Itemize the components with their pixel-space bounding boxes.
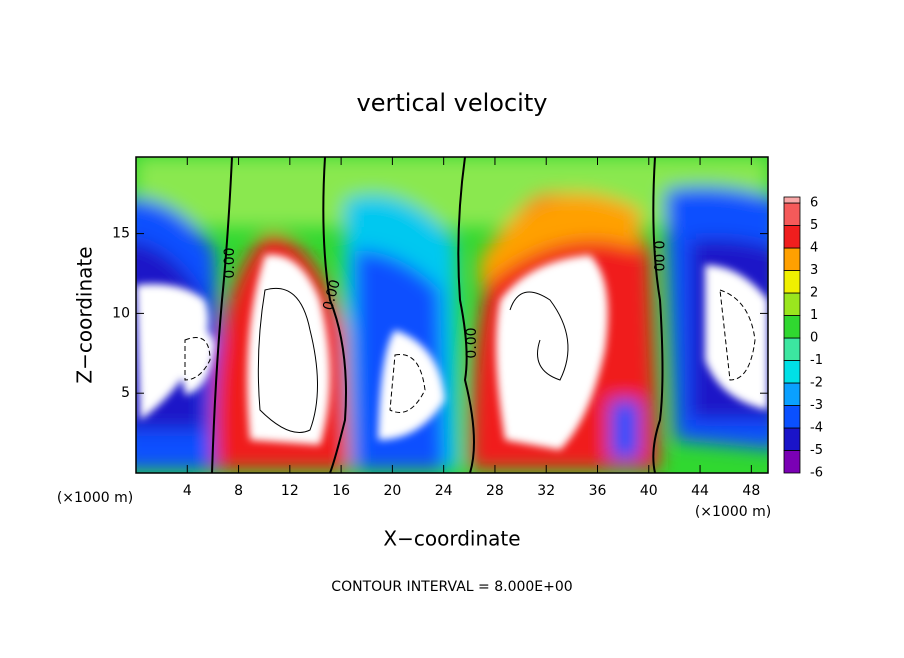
y-axis-label: Z−coordinate <box>73 246 97 383</box>
colorbar-box <box>783 315 801 339</box>
x-tick-label: 12 <box>281 483 299 499</box>
colorbar-label: 5 <box>810 218 818 233</box>
colorbar-label: 6 <box>810 196 818 211</box>
x-tick-label: 48 <box>742 483 760 499</box>
y-tick-label: 15 <box>112 226 130 242</box>
contour-label: 0.00 <box>222 247 238 278</box>
colorbar-label: -2 <box>810 376 823 391</box>
x-axis-label: X−coordinate <box>383 527 520 551</box>
chart-title: vertical velocity <box>357 89 548 117</box>
colorbar-box <box>783 337 801 361</box>
colorbar-box <box>783 292 801 316</box>
colorbar-label: 0 <box>810 331 818 346</box>
colorbar-box <box>783 382 801 406</box>
colorbar-box <box>783 427 801 451</box>
x-tick-label: 28 <box>486 483 504 499</box>
contour-label: 0.00 <box>320 278 344 312</box>
colorbar-label: 2 <box>810 286 818 301</box>
colorbar-label: -5 <box>810 443 823 458</box>
colorbar-label: -6 <box>810 466 823 481</box>
x-tick-label: 44 <box>691 483 709 499</box>
colorbar-label: 1 <box>810 308 818 323</box>
contour-label: 0.00 <box>464 327 480 358</box>
colorbar-box <box>783 360 801 384</box>
footer: CONTOUR INTERVAL = 8.000E+00 <box>331 579 572 595</box>
colorbar-box <box>783 247 801 271</box>
contour-labels: 0.00 0.00 0.00 0.00 <box>222 240 666 358</box>
colorbar-label: 3 <box>810 263 818 278</box>
x-tick-label: 40 <box>640 483 658 499</box>
x-unit: (×1000 m) <box>57 490 133 506</box>
x-tick-label: 16 <box>332 483 350 499</box>
x-tick-label: 20 <box>383 483 401 499</box>
colorbar-box <box>783 225 801 249</box>
y-tick-label: 10 <box>112 305 130 321</box>
x-tick-label: 4 <box>183 483 192 499</box>
colorbar-box <box>783 270 801 294</box>
colorbar-label: -1 <box>810 353 823 368</box>
colorbar-label: -4 <box>810 421 823 436</box>
x-tick-label: 8 <box>234 483 243 499</box>
plot-frame <box>135 156 769 474</box>
field <box>136 157 768 473</box>
x-unit: (×1000 m) <box>695 504 771 520</box>
colorbar-box <box>783 405 801 429</box>
x-tick-label: 36 <box>589 483 607 499</box>
x-tick-label: 32 <box>537 483 555 499</box>
colorbar-box <box>783 202 801 226</box>
colorbar-label: -3 <box>810 398 823 413</box>
x-tick-label: 24 <box>435 483 453 499</box>
colorbar-label: 4 <box>810 241 818 256</box>
colorbar-cap <box>783 196 801 204</box>
colorbar-box <box>783 450 801 474</box>
y-tick-label: 5 <box>121 385 130 401</box>
contour-label: 0.00 <box>650 240 666 271</box>
